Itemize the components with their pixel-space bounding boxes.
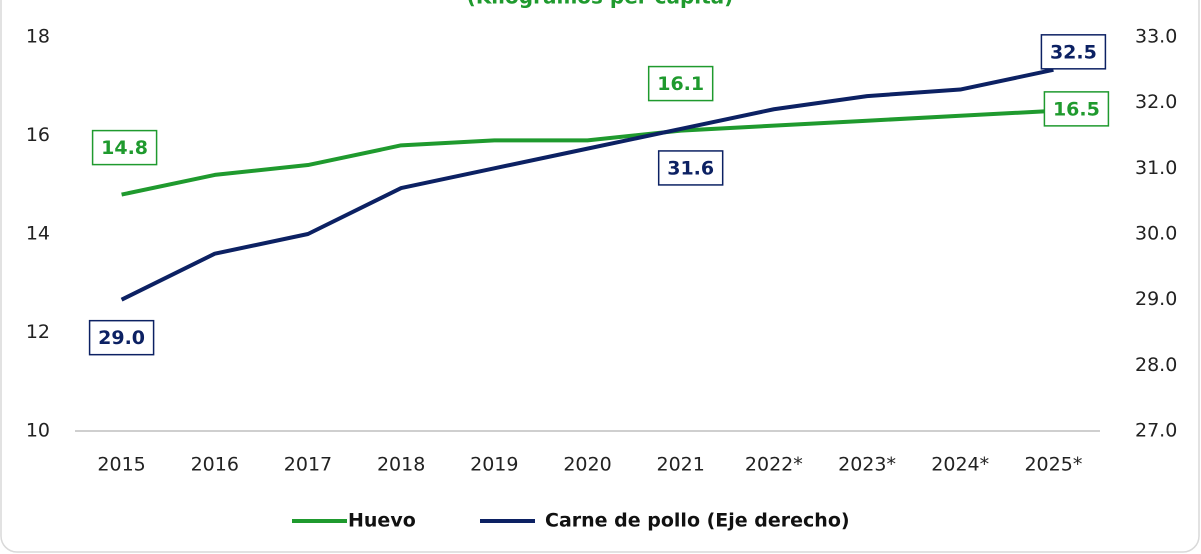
- data-label-box: [1043, 91, 1110, 127]
- x-tick-label: 2025*: [1024, 454, 1082, 476]
- series-line: [121, 108, 1054, 197]
- data-label: 31.6: [667, 157, 714, 179]
- y2-tick-label: 32.0: [1135, 91, 1177, 113]
- x-tick-label: 2020: [563, 454, 611, 476]
- x-tick-label: 2017: [284, 454, 332, 476]
- x-tick-label: 2019: [470, 454, 518, 476]
- chart-subtitle: (Kilogramos per cápita): [467, 0, 734, 9]
- data-label-box: [647, 65, 714, 102]
- legend-label: Huevo: [348, 510, 416, 532]
- y2-tick-label: 31.0: [1135, 157, 1177, 179]
- x-tick-label: 2018: [377, 454, 425, 476]
- y2-tick-label: 27.0: [1135, 420, 1177, 442]
- x-tick-label: 2021: [657, 454, 705, 476]
- series-line: [120, 67, 1054, 302]
- data-label-box: [1040, 34, 1107, 70]
- y-tick-label: 12: [26, 321, 50, 343]
- x-tick-label: 2015: [97, 454, 145, 476]
- y2-tick-label: 30.0: [1135, 223, 1177, 245]
- y2-tick-label: 33.0: [1135, 26, 1177, 48]
- y-tick-label: 10: [26, 420, 50, 442]
- data-label: 14.8: [101, 137, 148, 159]
- y2-tick-label: 28.0: [1135, 354, 1177, 376]
- y-tick-label: 16: [26, 124, 50, 146]
- x-tick-label: 2023*: [838, 454, 896, 476]
- x-tick-label: 2024*: [931, 454, 989, 476]
- y-tick-label: 18: [26, 26, 50, 48]
- data-label: 16.1: [657, 73, 704, 95]
- y2-tick-label: 29.0: [1135, 288, 1177, 310]
- data-label: 29.0: [98, 327, 145, 349]
- data-label-box: [657, 150, 724, 186]
- data-label-box: [91, 129, 158, 166]
- x-tick-label: 2016: [191, 454, 239, 476]
- data-label: 16.5: [1053, 98, 1100, 120]
- x-tick-label: 2022*: [745, 454, 803, 476]
- data-label-box: [88, 319, 155, 356]
- data-label: 32.5: [1050, 41, 1097, 63]
- y-tick-label: 14: [26, 223, 50, 245]
- legend-label: Carne de pollo (Eje derecho): [545, 510, 850, 532]
